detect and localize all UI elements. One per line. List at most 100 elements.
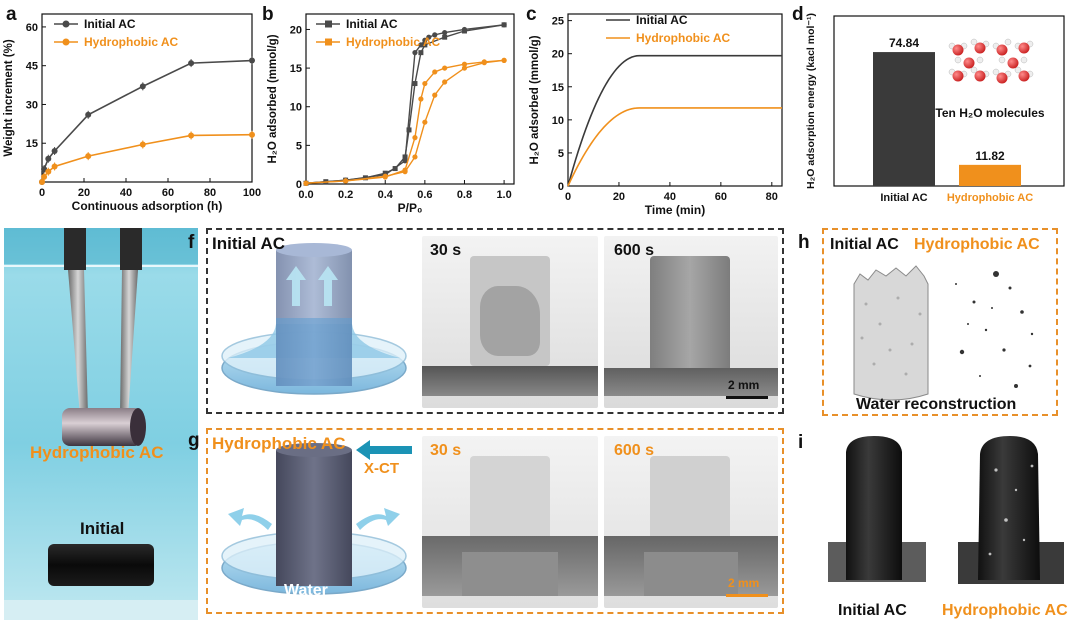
legend-label: Initial AC [636, 13, 688, 27]
legend-marker [325, 38, 332, 46]
x-tick-label: 0.0 [298, 189, 313, 201]
x-tick-label: 80 [766, 191, 778, 203]
bar-value-label: 74.84 [889, 36, 919, 50]
panel-f-title: Initial AC [212, 234, 286, 253]
y-tick-label: 0 [558, 181, 564, 193]
data-point [406, 127, 412, 133]
photo-i [810, 430, 1076, 600]
xct-label: X-CT [364, 460, 399, 477]
y-tick-label: 45 [26, 61, 38, 73]
deflect-arrow-icon [228, 508, 400, 530]
y-tick-label: 15 [552, 82, 564, 94]
data-point [422, 42, 428, 48]
data-point [382, 174, 388, 180]
legend-label: Hydrophobic AC [346, 35, 441, 49]
panel-label-g: g [188, 430, 200, 451]
scale-bar-label-g: 2 mm [728, 576, 760, 590]
y-tick-label: 15 [290, 63, 302, 75]
legend-label: Initial AC [346, 17, 398, 31]
x-tick-label: 0.2 [338, 189, 353, 201]
x-tick-label: 40 [120, 187, 132, 199]
data-point [501, 57, 507, 63]
x-tick-label: 1.0 [496, 189, 511, 201]
plot-frame [567, 13, 783, 187]
series-line [41, 133, 253, 183]
panel-label-b: b [262, 4, 274, 25]
data-point [39, 179, 45, 185]
series-line [305, 24, 505, 184]
y-tick-label: 20 [552, 49, 564, 61]
panel-label-h: h [798, 232, 810, 253]
data-point [432, 32, 438, 38]
y-tick-label: 20 [290, 24, 302, 36]
xct-arrow-icon [356, 440, 412, 460]
data-point [422, 37, 428, 43]
y-axis-label: Weight increment (%) [3, 39, 15, 157]
y-axis-label: H₂O adsorbed (mmol/g) [267, 34, 279, 163]
y-tick-label: 5 [558, 148, 564, 160]
water-molecules-icon [948, 38, 1034, 84]
panel-label-f: f [188, 232, 195, 253]
data-point [432, 92, 438, 98]
data-point [442, 65, 448, 71]
x-tick-label: 0 [565, 191, 571, 203]
dish-hydrophobic-illustration [221, 443, 407, 595]
label-hydrophobic-ac-e: Hydrophobic AC [30, 443, 164, 462]
y-tick-label: 10 [552, 115, 564, 127]
panel-g-title: Hydrophobic AC [212, 434, 346, 453]
series-line [567, 107, 782, 187]
data-point [461, 26, 468, 33]
data-point [481, 59, 487, 65]
y-tick-label: 25 [552, 16, 564, 28]
y-tick-label: 30 [26, 99, 38, 111]
x-tick-label: 100 [243, 187, 261, 199]
data-point [418, 96, 424, 102]
x-tick-label: 20 [78, 187, 90, 199]
panel-h-caption: Water reconstruction [856, 396, 1017, 413]
xray-initial-600s [604, 236, 778, 408]
panel-f-time-30s: 30 s [430, 242, 462, 259]
data-point [426, 34, 432, 40]
chart-c: 0 20 40 60 80 0 5 10 15 20 25 Time (min) H₂O adsorbe… [529, 13, 783, 217]
panel-i-initial-label: Initial AC [838, 602, 907, 619]
chart-b: 0.0 0.2 0.4 0.6 0.8 1.0 0 5 10 15 20 P/P₀ H₂O adsorb… [267, 13, 515, 215]
y-tick-label: 5 [296, 140, 302, 152]
plot-frame [305, 13, 515, 185]
y-tick-label: 60 [26, 22, 38, 34]
bar [873, 52, 935, 186]
sample-in-water-illustration [4, 228, 198, 620]
bar-value-label: 11.82 [975, 149, 1005, 163]
data-point [412, 81, 418, 87]
data-point [412, 135, 418, 141]
x-tick-label: 0 [39, 187, 45, 199]
legend-marker [62, 20, 70, 28]
x-tick-label: 60 [162, 187, 174, 199]
legend-label: Hydrophobic AC [84, 35, 179, 49]
series-line [305, 59, 505, 184]
chart-d: H₂O adsorption energy (kacl mol⁻¹) 74.84 I… [805, 13, 1065, 204]
data-point [418, 42, 424, 48]
scale-bar-f [726, 396, 768, 399]
data-point [422, 80, 428, 87]
panel-label-d: d [792, 4, 804, 25]
x-tick-label: 20 [613, 191, 625, 203]
x-tick-label: 0.6 [417, 189, 432, 201]
data-point [461, 61, 468, 67]
scale-bar-label-f: 2 mm [728, 378, 760, 392]
photo-e: Hydrophobic AC Initial [4, 228, 198, 620]
panel-label-c: c [526, 4, 537, 25]
scale-bar-g [726, 594, 768, 597]
panel-label-i: i [798, 432, 804, 453]
plot-frame [833, 15, 1065, 187]
x-tick-label: 60 [715, 191, 727, 203]
water-molecules-caption: Ten H₂O molecules [935, 106, 1044, 120]
x-tick-label: 80 [204, 187, 216, 199]
panel-i-hydrophobic-label: Hydrophobic AC [942, 602, 1068, 619]
y-axis-label: H₂O adsorption energy (kacl mol⁻¹) [805, 13, 817, 189]
data-point [412, 154, 418, 160]
xray-hydrophobic-600s [604, 436, 778, 608]
data-point [442, 29, 448, 36]
arrow-up-icon [286, 266, 338, 306]
y-axis-label: H₂O adsorbed (mmol/g) [529, 35, 541, 164]
